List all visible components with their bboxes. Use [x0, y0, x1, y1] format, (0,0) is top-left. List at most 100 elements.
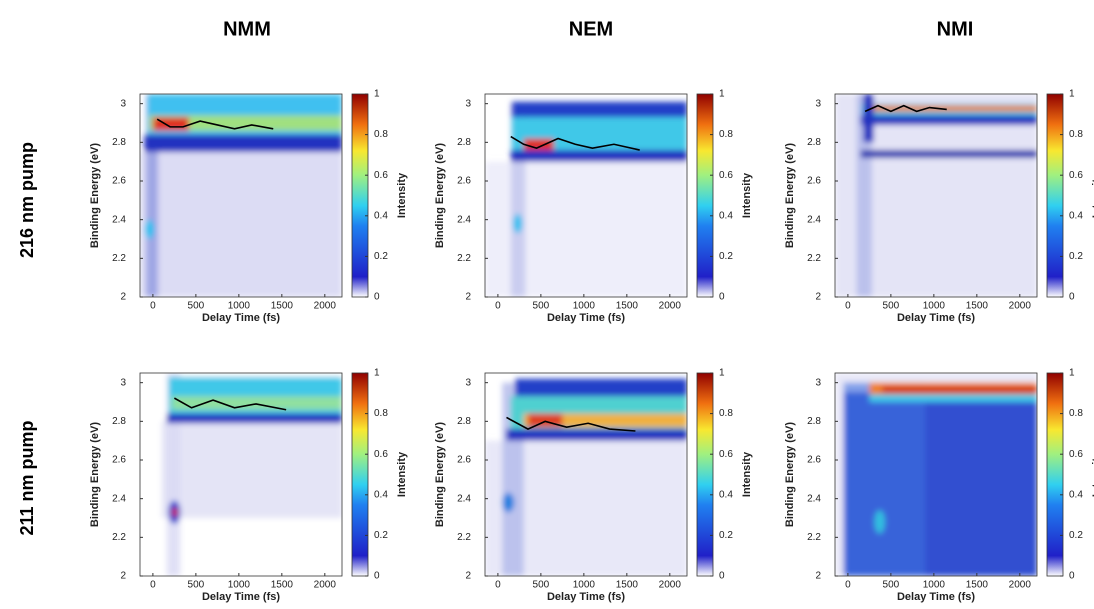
y-tick-label: 2 [815, 292, 821, 303]
y-tick-label: 2.8 [112, 416, 126, 427]
colorbar-label: Intensity [1091, 451, 1094, 497]
x-axis-label: Delay Time (fs) [547, 312, 625, 324]
x-axis-label: Delay Time (fs) [202, 591, 280, 603]
heatmap-region [140, 152, 342, 297]
colorbar-tick-label: 0.4 [1069, 489, 1083, 500]
y-tick-label: 2.4 [112, 214, 126, 225]
colorbar [1046, 93, 1064, 298]
colorbar [696, 372, 714, 577]
heatmap-region [515, 378, 687, 397]
y-tick-label: 2.6 [457, 455, 471, 466]
y-tick-label: 2.2 [457, 253, 471, 264]
y-tick-label: 3 [120, 98, 126, 109]
x-tick-label: 0 [150, 580, 156, 591]
heatmap-region [869, 394, 1037, 402]
colorbar-tick-label: 0.6 [374, 170, 388, 181]
y-tick-label: 2 [120, 571, 126, 582]
heatmap-blob [172, 507, 178, 518]
y-tick-label: 2.2 [112, 532, 126, 543]
heatmap-region [869, 105, 1037, 112]
heatmap-layer [140, 373, 342, 576]
colorbar-tick-label: 0 [374, 571, 380, 582]
x-tick-label: 2000 [314, 301, 337, 312]
y-axis-label: Binding Energy (eV) [434, 422, 446, 527]
y-tick-label: 2.6 [457, 176, 471, 187]
colorbar-label: Intensity [396, 172, 408, 218]
heatmap-region [506, 429, 687, 441]
colorbar-tick-label: 0.8 [719, 129, 733, 140]
colorbar [351, 93, 369, 298]
y-tick-label: 2 [815, 571, 821, 582]
y-tick-label: 2.8 [807, 137, 821, 148]
x-tick-label: 2000 [659, 301, 682, 312]
colorbar-label: Intensity [741, 172, 753, 218]
colorbar-label: Intensity [741, 451, 753, 497]
x-tick-label: 0 [845, 301, 851, 312]
heatmap-blob [502, 492, 515, 513]
colorbar-tick-label: 0.8 [374, 129, 388, 140]
colorbar-tick-label: 0.8 [719, 408, 733, 419]
colorbar [351, 372, 369, 577]
heatmap-image [835, 94, 1037, 297]
y-tick-label: 2 [465, 571, 471, 582]
x-axis-label: Delay Time (fs) [897, 312, 975, 324]
heatmap-image [140, 373, 342, 576]
heatmap-region [843, 382, 926, 576]
colorbar-tick-label: 0.4 [719, 489, 733, 500]
x-tick-label: 1000 [573, 580, 596, 591]
colorbar-tick-label: 0.2 [374, 251, 388, 262]
y-tick-label: 2.6 [807, 176, 821, 187]
x-tick-label: 500 [883, 301, 900, 312]
row-label: 216 nm pump [17, 142, 37, 258]
colorbar [696, 93, 714, 298]
y-tick-label: 3 [120, 377, 126, 388]
fit-curve [156, 118, 274, 130]
x-tick-label: 1000 [228, 580, 251, 591]
heatmap-region [523, 413, 687, 428]
plot-frame [139, 372, 343, 577]
heatmap-region [171, 396, 342, 410]
y-tick-label: 3 [815, 377, 821, 388]
heatmap-blob [512, 213, 523, 234]
plot-frame [834, 372, 1038, 577]
y-tick-label: 3 [815, 98, 821, 109]
colorbar-tick-label: 0.2 [719, 530, 733, 541]
colorbar-tick-label: 0.4 [719, 210, 733, 221]
x-tick-label: 500 [533, 301, 550, 312]
x-tick-label: 0 [495, 301, 501, 312]
plot-frame [484, 372, 688, 577]
fit-curve [510, 135, 640, 151]
x-tick-label: 1000 [573, 301, 596, 312]
heatmap-region [144, 134, 342, 152]
x-tick-label: 1000 [923, 580, 946, 591]
colorbar-tick-label: 0.6 [1069, 449, 1083, 460]
y-tick-label: 2.2 [807, 532, 821, 543]
colorbar-tick-label: 0.8 [374, 408, 388, 419]
colorbar-tick-label: 0.4 [374, 489, 388, 500]
plot-frame [139, 93, 343, 298]
y-tick-label: 2.4 [112, 493, 126, 504]
colorbar-tick-label: 1 [374, 89, 380, 100]
x-tick-label: 500 [188, 580, 205, 591]
x-tick-label: 0 [845, 580, 851, 591]
colorbar-tick-label: 0.4 [1069, 210, 1083, 221]
colorbar-tick-label: 0 [1069, 571, 1075, 582]
fit-curve [864, 104, 947, 113]
colorbar-tick-label: 0 [374, 292, 380, 303]
fit-curve [506, 416, 636, 432]
y-tick-label: 2.4 [457, 214, 471, 225]
colorbar-tick-label: 0.2 [374, 530, 388, 541]
y-tick-label: 2.4 [807, 493, 821, 504]
x-tick-label: 1500 [271, 301, 294, 312]
x-axis-label: Delay Time (fs) [547, 591, 625, 603]
heatmap-layer [835, 94, 1037, 297]
x-tick-label: 1500 [966, 301, 989, 312]
x-tick-label: 1500 [271, 580, 294, 591]
heatmap-region [511, 101, 687, 118]
column-title: NMI [937, 18, 974, 40]
colorbar-tick-label: 1 [719, 368, 725, 379]
colorbar [1046, 372, 1064, 577]
colorbar-tick-label: 0.6 [374, 449, 388, 460]
x-tick-label: 500 [188, 301, 205, 312]
y-tick-label: 2.2 [807, 253, 821, 264]
